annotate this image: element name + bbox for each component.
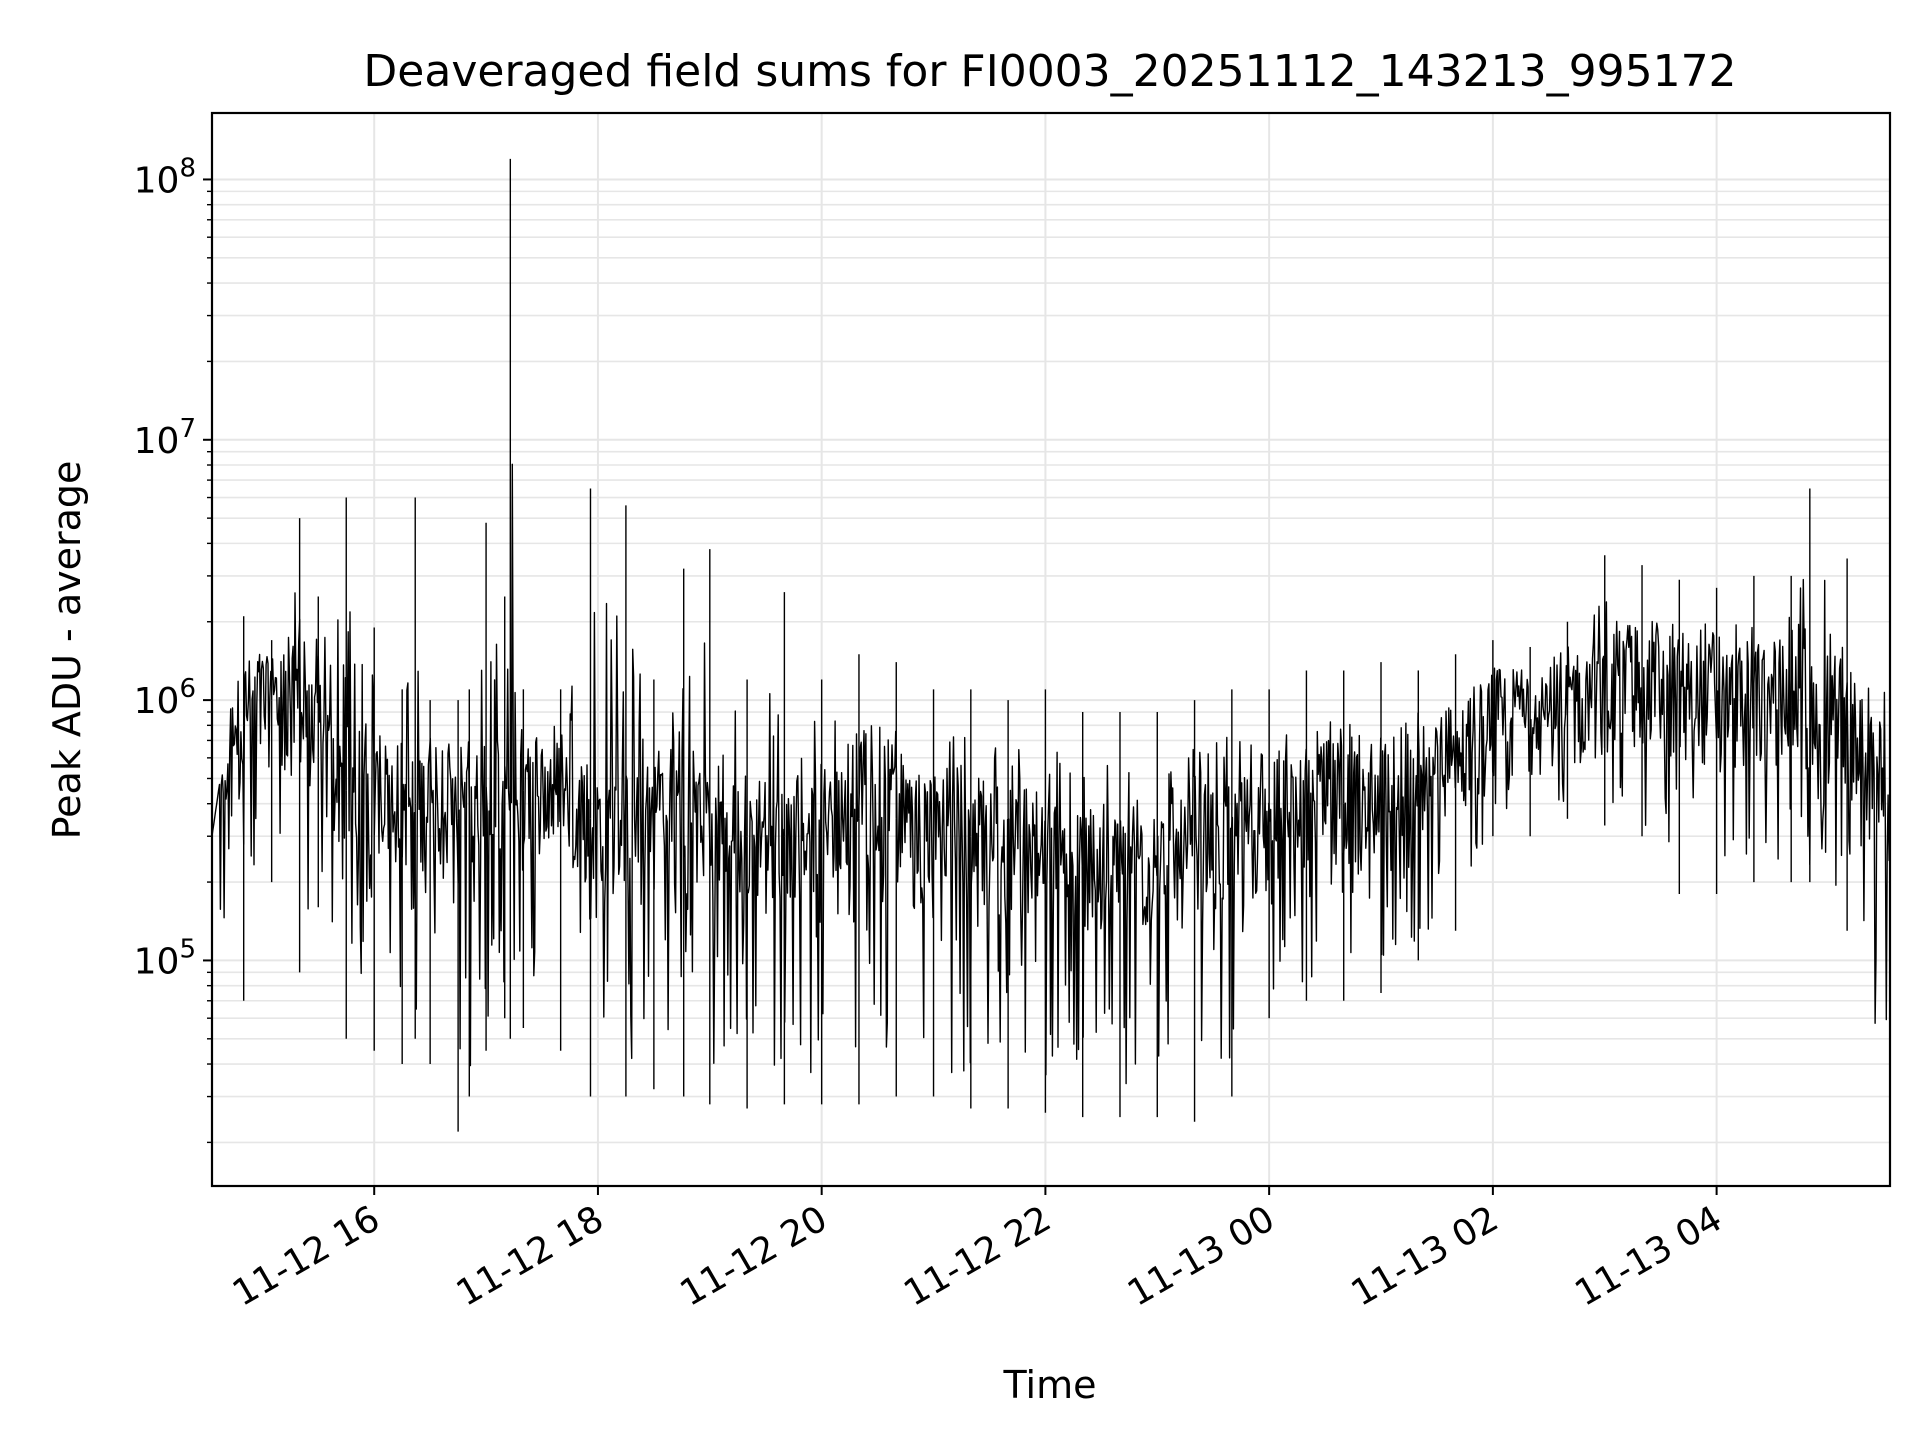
y-axis: 105 106 107 108 [134, 153, 212, 1144]
series-line [211, 463, 1891, 1085]
y-tick-label: 107 [134, 414, 196, 462]
x-axis-label: Time [1003, 1363, 1097, 1407]
chart-title: Deaveraged field sums for FI0003_2025111… [363, 46, 1736, 97]
y-tick-label: 105 [134, 934, 196, 982]
plot-frame [210, 111, 1892, 1188]
series-layer [211, 158, 1891, 1132]
y-tick-label: 108 [134, 153, 196, 201]
y-axis-label: Peak ADU - average [45, 461, 89, 840]
y-tick-label: 106 [134, 674, 196, 722]
